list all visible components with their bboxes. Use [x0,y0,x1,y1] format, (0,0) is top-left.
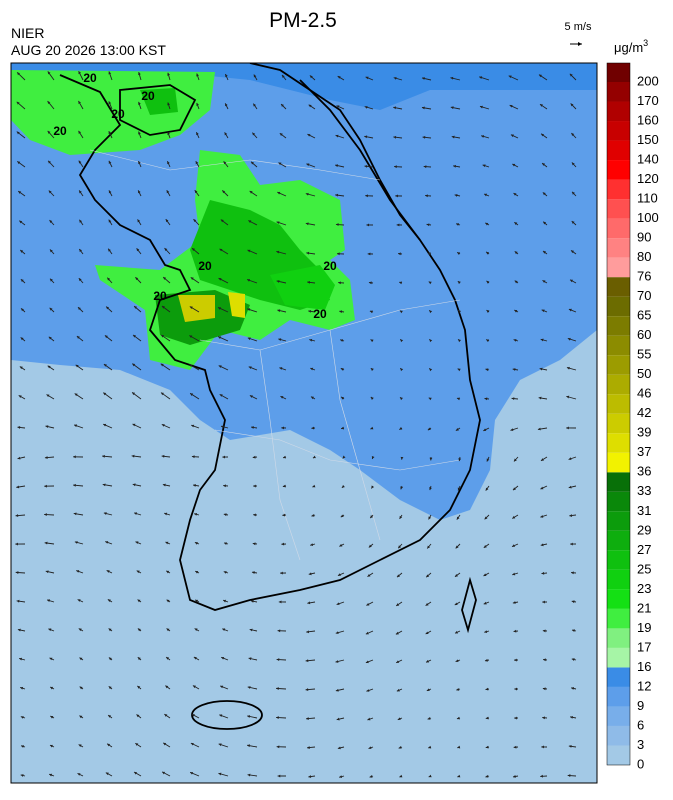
colorbar-segment [607,745,630,765]
colorbar-label: 100 [637,210,659,225]
colorbar-label: 160 [637,112,659,127]
timestamp: AUG 20 2026 13:00 KST [11,42,166,58]
colorbar-label: 29 [637,522,651,537]
contour-label: 20 [111,107,125,121]
colorbar-label: 55 [637,347,651,362]
colorbar-segment [607,238,630,258]
colorbar-segment [607,648,630,668]
colorbar-label: 0 [637,756,644,771]
colorbar-segment [607,667,630,687]
contour-label: 20 [323,259,337,273]
colorbar-segment [607,316,630,336]
colorbar-label: 150 [637,132,659,147]
colorbar-label: 23 [637,581,651,596]
contour-label: 20 [153,289,167,303]
colorbar-label: 36 [637,464,651,479]
colorbar-label: 60 [637,327,651,342]
colorbar-segment [607,394,630,414]
colorbar-label: 65 [637,308,651,323]
colorbar-segment [607,63,630,82]
colorbar-label: 17 [637,639,651,654]
colorbar-segment [607,511,630,531]
colorbar-label: 3 [637,737,644,752]
unit: μg/m3 [614,38,648,55]
colorbar-segment [607,531,630,551]
colorbar-label: 6 [637,717,644,732]
colorbar-label: 200 [637,73,659,88]
colorbar-segment [607,570,630,590]
colorbar-segment [607,277,630,297]
title: PM-2.5 [269,9,337,32]
map: 20 20 20 20 20 20 20 20 [11,63,597,783]
wind-reference-arrow [570,42,582,46]
colorbar-label: 16 [637,659,651,674]
colorbar-segment [607,219,630,239]
colorbar-label: 70 [637,288,651,303]
colorbar-label: 50 [637,366,651,381]
unit-text: μg/m [614,40,643,55]
colorbar-label: 19 [637,620,651,635]
colorbar-segment [607,472,630,492]
colorbar-label: 42 [637,405,651,420]
colorbar-segment [607,180,630,200]
colorbar-label: 37 [637,444,651,459]
colorbar-label: 110 [637,191,658,206]
colorbar-segment [607,706,630,726]
contour-label: 20 [83,71,97,85]
contour-label: 20 [198,259,212,273]
colorbar-label: 12 [637,678,651,693]
colorbar-label: 170 [637,93,659,108]
colorbar-segment [607,414,630,434]
contour-label: 20 [141,89,155,103]
source: NIER [11,25,44,41]
colorbar-label: 80 [637,249,651,264]
wind-reference: 5 m/s [565,21,592,33]
colorbar-segment [607,160,630,180]
contour-label: 20 [53,124,67,138]
colorbar-label: 31 [637,503,651,518]
colorbar-segment [607,102,630,122]
colorbar: 0369121617192123252729313336373942465055… [607,63,659,771]
colorbar-segment [607,297,630,317]
colorbar-segment [607,453,630,473]
unit-exponent: 3 [643,38,648,48]
colorbar-label: 76 [637,269,651,284]
colorbar-label: 39 [637,425,651,440]
colorbar-label: 120 [637,171,659,186]
colorbar-segment [607,199,630,219]
colorbar-label: 140 [637,151,659,166]
colorbar-segment [607,258,630,278]
colorbar-label: 25 [637,561,651,576]
colorbar-segment [607,336,630,356]
colorbar-label: 33 [637,483,651,498]
colorbar-label: 21 [637,600,651,615]
colorbar-label: 9 [637,698,644,713]
colorbar-label: 90 [637,230,651,245]
colorbar-segment [607,589,630,609]
colorbar-segment [607,375,630,395]
colorbar-segment [607,726,630,746]
colorbar-segment [607,121,630,141]
colorbar-segment [607,628,630,648]
colorbar-segment [607,82,630,102]
colorbar-segment [607,141,630,161]
colorbar-segment [607,609,630,629]
colorbar-segment [607,492,630,512]
colorbar-label: 46 [637,386,651,401]
colorbar-label: 27 [637,542,651,557]
colorbar-segment [607,433,630,453]
colorbar-segment [607,355,630,375]
colorbar-segment [607,687,630,707]
colorbar-segment [607,550,630,570]
contour-label: 20 [313,307,327,321]
